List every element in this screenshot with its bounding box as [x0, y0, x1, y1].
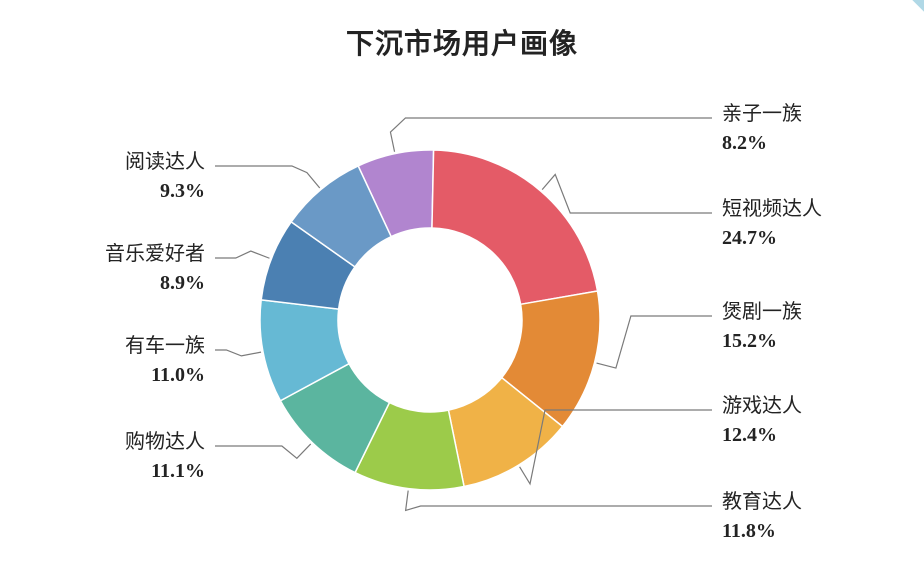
slice-label-value: 12.4% — [722, 421, 802, 450]
slice-label-value: 11.1% — [125, 457, 205, 486]
leader-line — [406, 491, 712, 511]
slice-label-value: 11.8% — [722, 517, 802, 546]
slice-label-name: 亲子一族 — [722, 100, 802, 129]
slice-label-name: 教育达人 — [722, 488, 802, 517]
slice-label: 购物达人11.1% — [125, 428, 205, 486]
slice-label-value: 8.9% — [105, 269, 205, 298]
slice-label-name: 游戏达人 — [722, 392, 802, 421]
slice-label-value: 8.2% — [722, 129, 802, 158]
slice-label: 亲子一族8.2% — [722, 100, 802, 158]
slice-label-name: 短视频达人 — [722, 195, 822, 224]
leader-line — [215, 444, 311, 458]
leader-line — [215, 251, 269, 258]
leader-line — [215, 166, 320, 188]
slice-label-name: 有车一族 — [125, 332, 205, 361]
leader-line — [542, 174, 712, 213]
leader-line — [390, 118, 712, 152]
donut-slice — [432, 150, 598, 304]
slice-label: 游戏达人12.4% — [722, 392, 802, 450]
leader-line — [215, 350, 261, 356]
slice-label: 短视频达人24.7% — [722, 195, 822, 253]
slice-label-value: 9.3% — [125, 177, 205, 206]
slice-label: 有车一族11.0% — [125, 332, 205, 390]
slice-label-name: 购物达人 — [125, 428, 205, 457]
slice-label: 音乐爱好者8.9% — [105, 240, 205, 298]
slice-label-name: 煲剧一族 — [722, 298, 802, 327]
leader-line — [597, 316, 712, 368]
slice-label-value: 11.0% — [125, 361, 205, 390]
slice-label-value: 15.2% — [722, 327, 802, 356]
slice-label: 教育达人11.8% — [722, 488, 802, 546]
slice-label: 阅读达人9.3% — [125, 148, 205, 206]
slice-label: 煲剧一族15.2% — [722, 298, 802, 356]
slice-label-name: 音乐爱好者 — [105, 240, 205, 269]
slice-label-name: 阅读达人 — [125, 148, 205, 177]
slice-label-value: 24.7% — [722, 224, 822, 253]
